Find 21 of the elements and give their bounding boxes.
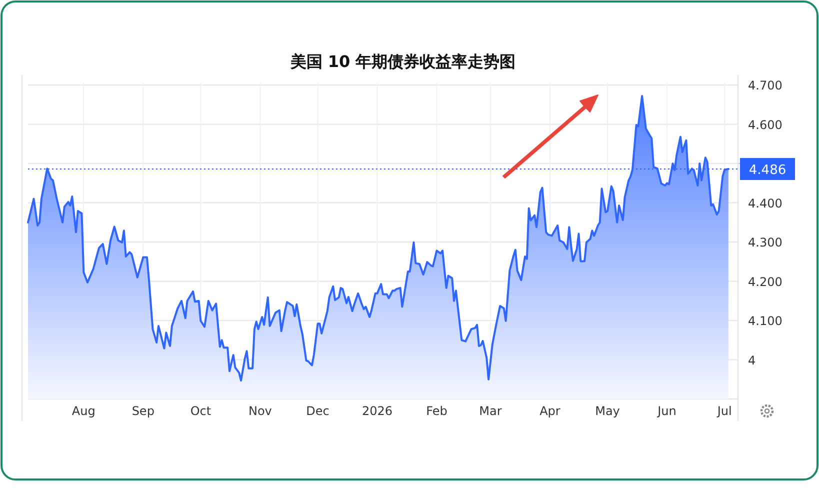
ref-line-label: 4.486 bbox=[748, 162, 786, 178]
x-tick-label: Sep bbox=[132, 404, 154, 418]
x-tick-label: Mar bbox=[479, 404, 502, 418]
y-tick-label: 4.300 bbox=[748, 236, 782, 250]
x-tick-label: Jun bbox=[656, 404, 676, 418]
y-tick-label: 4.100 bbox=[748, 314, 782, 328]
x-tick-label: Nov bbox=[248, 404, 272, 418]
x-tick-label: May bbox=[595, 404, 620, 418]
x-tick-label: Jul bbox=[716, 404, 732, 418]
y-tick-label: 4.600 bbox=[748, 118, 782, 132]
x-tick-label: Dec bbox=[306, 404, 330, 418]
x-tick-label: Feb bbox=[426, 404, 448, 418]
x-tick-label: Aug bbox=[72, 404, 96, 418]
y-tick-label: 4.400 bbox=[748, 196, 782, 210]
chart-title: 美国 10 年期债券收益率走势图 bbox=[289, 52, 516, 71]
x-tick-label: Apr bbox=[540, 404, 560, 418]
y-tick-label: 4.700 bbox=[748, 78, 782, 92]
x-tick-label: 2026 bbox=[362, 404, 393, 418]
x-tick-label: Oct bbox=[190, 404, 212, 418]
y-tick-label: 4 bbox=[748, 353, 756, 368]
y-tick-label: 4.200 bbox=[748, 274, 782, 289]
